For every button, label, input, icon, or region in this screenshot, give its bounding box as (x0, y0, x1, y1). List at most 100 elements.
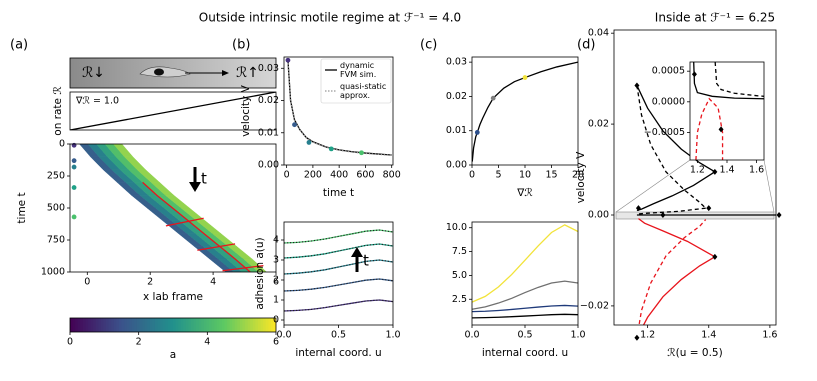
point (634, 82, 640, 89)
colorbar-slice (203, 318, 207, 332)
chart-panel: 0 2 4 6 a (67, 317, 279, 361)
x-tick-label: 6 (273, 337, 279, 348)
y-tick-label: 0.01 (446, 125, 467, 136)
y-tick-label: 0.03 (258, 63, 279, 74)
y-tick-label: 0 (59, 139, 65, 150)
x-axis-label: internal coord. u (295, 347, 381, 359)
colorbar-slice (270, 318, 274, 332)
x-tick-label: 4 (210, 277, 216, 288)
colorbar-slice (193, 318, 197, 332)
colorbar-slice (90, 318, 94, 332)
y-tick-label: −0.02 (580, 300, 609, 311)
series-line (636, 171, 716, 212)
colorbar-slice (111, 318, 115, 332)
schematic-label: ℛ↑ (236, 65, 259, 81)
y-tick-label: 0.0005 (652, 66, 685, 77)
series-line (472, 304, 578, 313)
series-line (472, 224, 578, 303)
axes-frame (613, 29, 777, 326)
colorbar-slice (191, 318, 195, 332)
x-axis-label: ℛ(u = 0.5) (667, 347, 722, 359)
y-tick-label: 7.5 (452, 246, 467, 257)
plot-area (70, 92, 276, 130)
figure-title: Outside intrinsic motile regime at ℱ⁻¹ =… (199, 11, 461, 25)
point (522, 75, 528, 80)
colorbar-slice (170, 318, 174, 332)
panel-label: (b) (232, 38, 250, 53)
overlay-line (284, 299, 393, 312)
y-tick-label: 10.0 (446, 222, 467, 233)
y-tick-label: 250 (47, 171, 65, 182)
colorbar-slice (136, 318, 141, 332)
colorbar-slice (196, 318, 200, 332)
y-tick-label: 0.00 (588, 210, 609, 221)
colorbar-slice (126, 318, 130, 332)
colorbar-slice (229, 318, 233, 332)
colorbar-slice (103, 318, 107, 332)
x-tick-label: 400 (330, 170, 348, 181)
x-axis-label: ∇ℛ (516, 187, 532, 199)
colorbar-slice (234, 318, 238, 332)
x-tick-label: 0 (469, 170, 475, 181)
zoom-line (763, 159, 775, 213)
x-tick-label: 0.0 (464, 330, 479, 341)
point (776, 212, 782, 218)
x-tick-label: 5 (495, 170, 501, 181)
colorbar-slice (268, 318, 272, 332)
series-line (197, 243, 236, 251)
x-tick-label: 1.6 (749, 165, 764, 176)
colorbar-slice (82, 318, 86, 332)
colorbar-slice (257, 318, 262, 332)
colorbar-slice (265, 318, 269, 332)
schematic-arrowhead (222, 70, 229, 76)
point (691, 71, 697, 78)
kymograph-cell (243, 259, 267, 272)
plot-area (284, 229, 393, 312)
colorbar-slice (239, 318, 244, 332)
colorbar-slice (173, 318, 177, 332)
y-tick-label: 1 (273, 295, 279, 306)
x-tick-label: 0.5 (517, 330, 532, 341)
colorbar-slice (167, 318, 171, 332)
x-tick-label: 0.5 (331, 330, 346, 341)
x-tick-label: 1.0 (385, 330, 400, 341)
colorbar-slice (263, 318, 267, 332)
axes-frame (69, 317, 277, 333)
y-tick-label: 0.00 (446, 160, 467, 171)
colorbar-slice (185, 318, 189, 332)
colorbar-slice (201, 318, 205, 332)
colorbar-slice (160, 318, 164, 332)
series-line (693, 62, 764, 100)
time-arrows: t t (189, 167, 369, 272)
annotation: t (363, 252, 369, 270)
colorbar-slice (214, 318, 218, 332)
x-tick-label: 0 (84, 277, 90, 288)
colorbar-slice (237, 318, 241, 332)
series-line (638, 218, 716, 258)
annotation: t (201, 170, 207, 188)
schematic: ℛ↓ ℛ↑ (69, 57, 277, 89)
series-line (165, 217, 204, 227)
colorbar-slice (180, 318, 184, 332)
colorbar-slice (162, 318, 166, 332)
legend-label: quasi-static approx. (340, 82, 387, 100)
point (490, 95, 496, 101)
colorbar-slice (255, 318, 259, 332)
legend-entry: quasi-static approx. (340, 82, 387, 100)
colorbar-slice (147, 318, 151, 332)
series-line (636, 85, 707, 209)
y-tick-label: 2.5 (452, 294, 467, 305)
colorbar-slice (88, 318, 92, 332)
colorbar-slice (98, 318, 102, 332)
y-tick-label: 0.00 (258, 160, 279, 171)
figure-title: Inside at ℱ⁻¹ = 6.25 (655, 11, 775, 25)
axes-frame (471, 56, 579, 166)
colorbar-slice (247, 318, 251, 332)
x-tick-label: 10 (519, 170, 531, 181)
series-line (472, 280, 578, 310)
colorbar-slice (221, 318, 225, 332)
point (712, 168, 718, 175)
colorbar-slice (142, 318, 146, 332)
x-tick-label: 0.0 (276, 330, 291, 341)
